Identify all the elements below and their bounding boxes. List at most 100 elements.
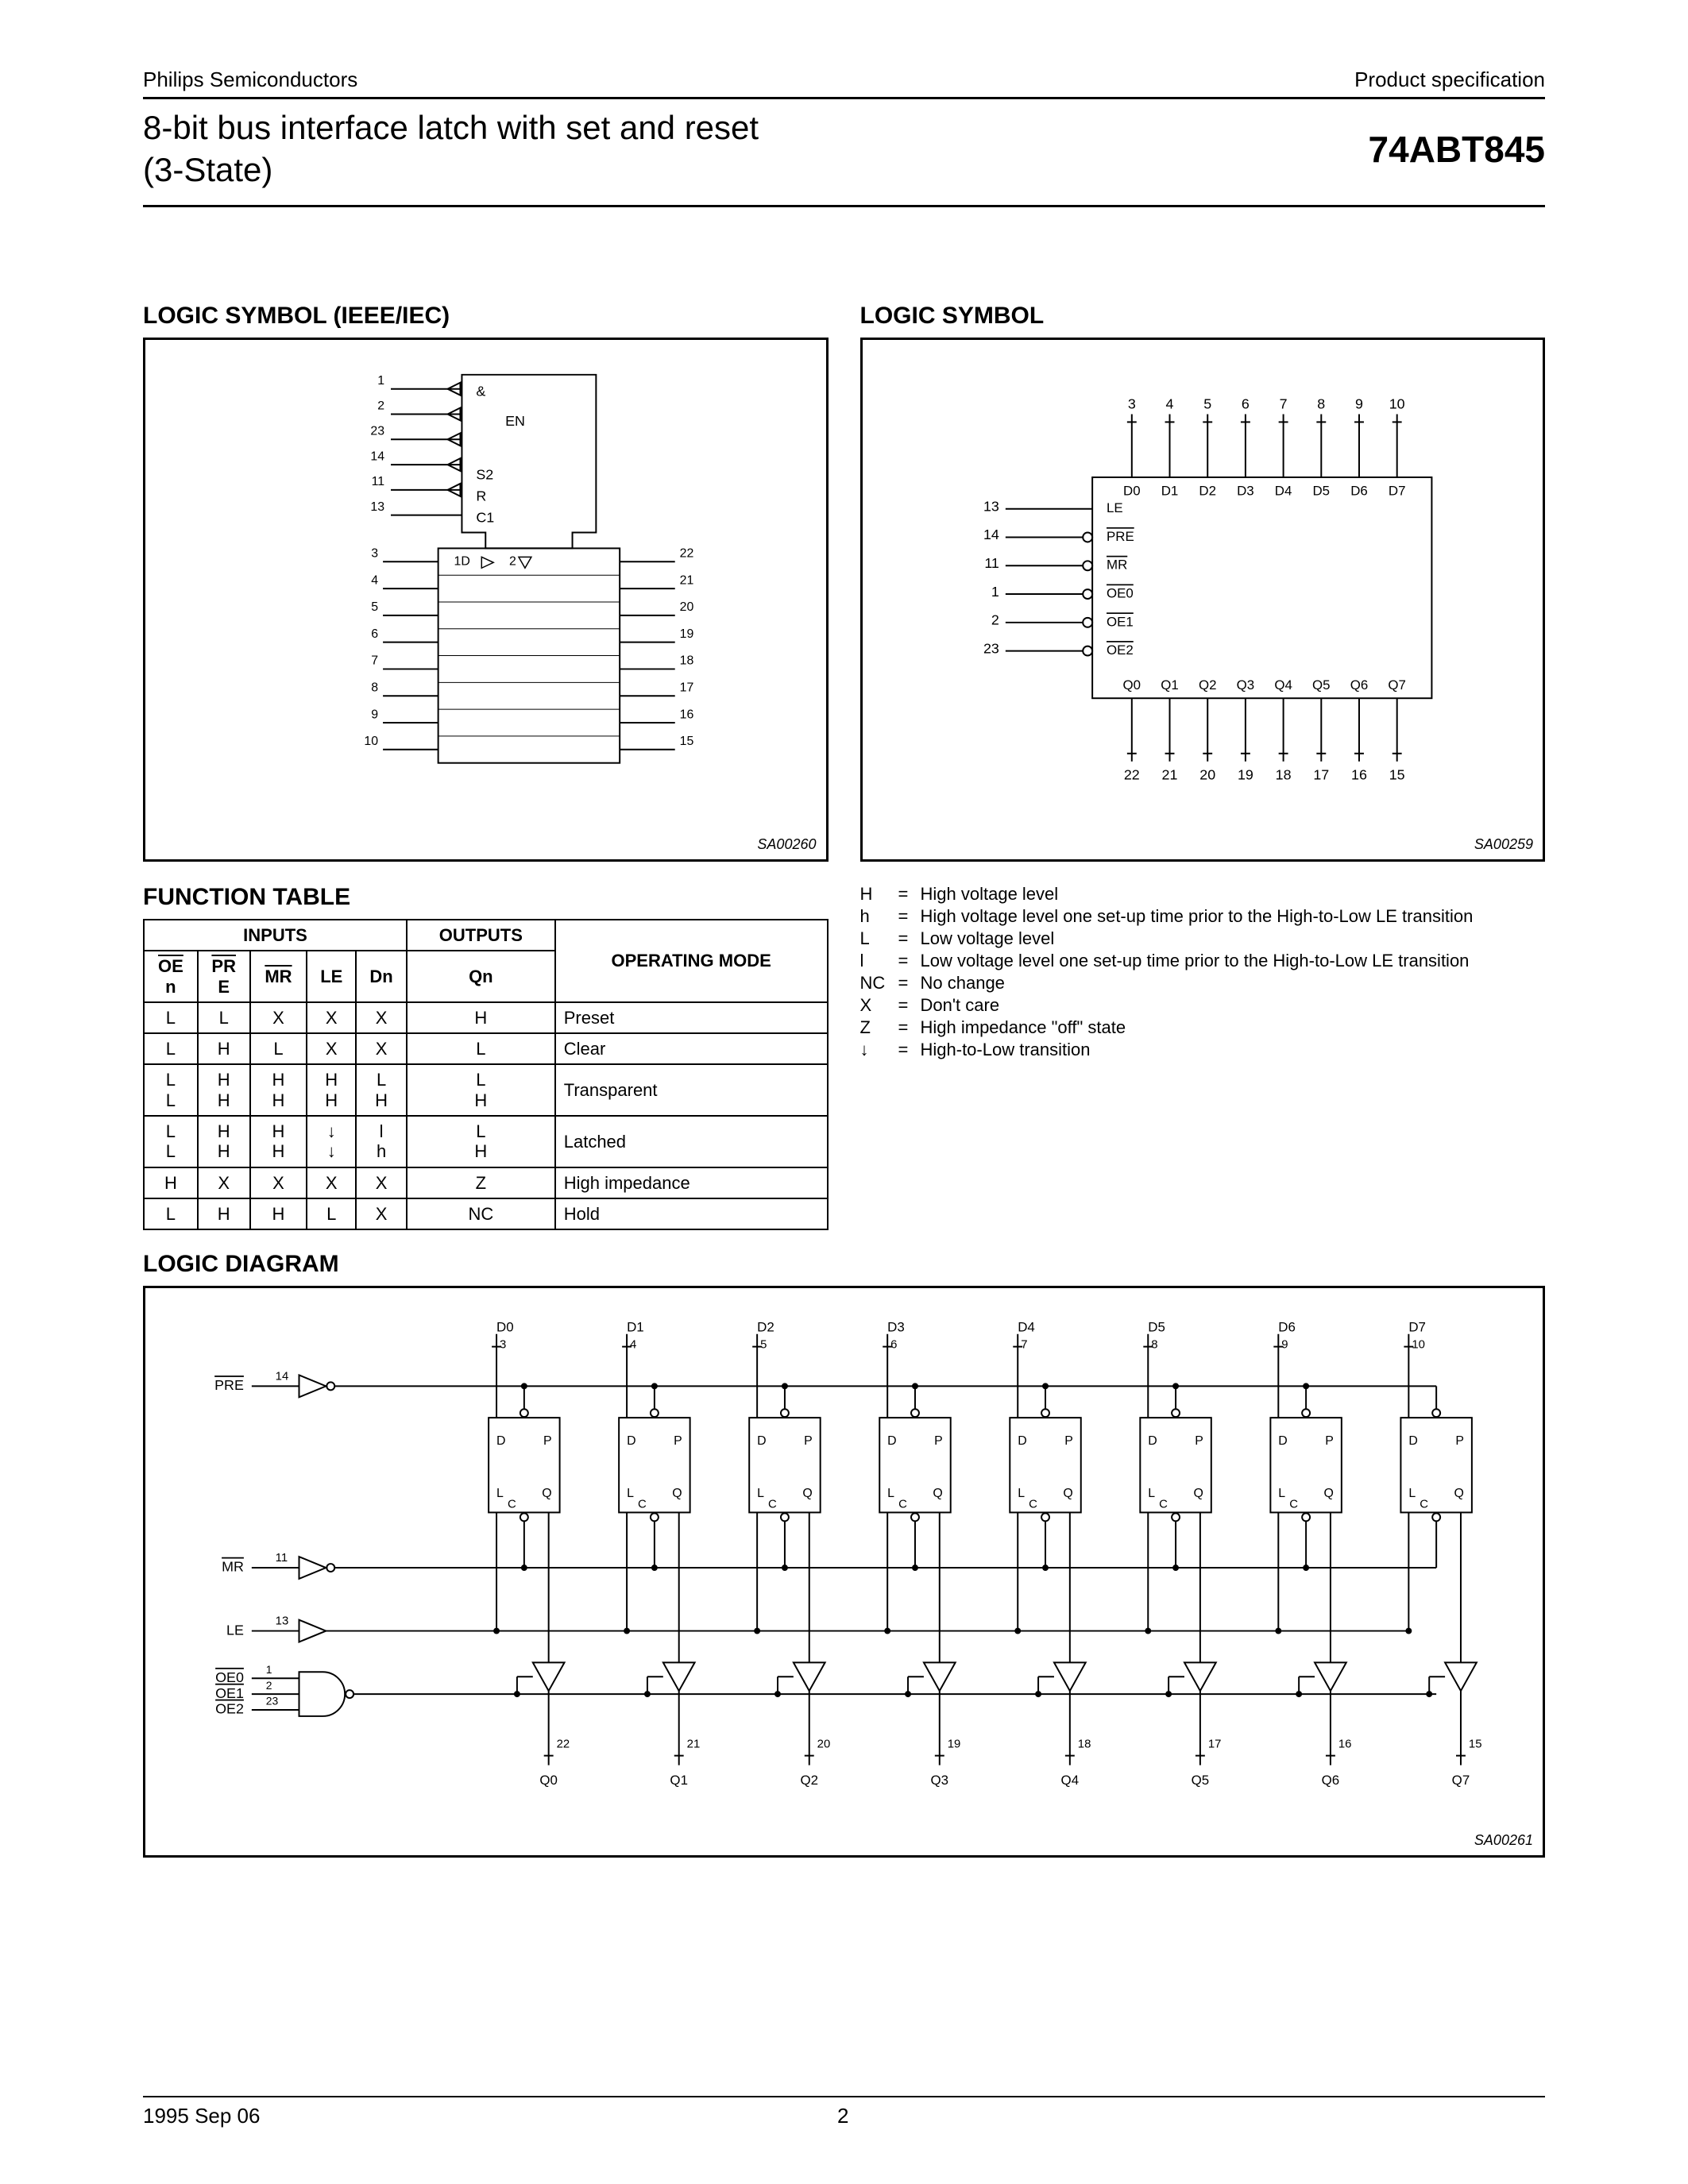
footer-date: 1995 Sep 06	[143, 2104, 260, 2128]
svg-text:2: 2	[991, 612, 999, 628]
svg-text:7: 7	[371, 654, 378, 668]
svg-text:21: 21	[687, 1738, 701, 1751]
svg-text:21: 21	[1161, 766, 1177, 782]
svg-text:D0: D0	[1123, 483, 1141, 498]
svg-text:13: 13	[983, 498, 999, 514]
svg-text:Q7: Q7	[1388, 677, 1406, 693]
svg-text:D2: D2	[757, 1320, 774, 1335]
svg-text:15: 15	[1469, 1738, 1482, 1751]
svg-text:P: P	[1195, 1434, 1203, 1448]
svg-text:Q: Q	[1454, 1487, 1464, 1500]
ieee-ref: SA00260	[757, 836, 816, 853]
svg-text:Q: Q	[1063, 1487, 1072, 1500]
svg-text:9: 9	[1281, 1339, 1288, 1352]
svg-text:Q: Q	[933, 1487, 942, 1500]
doc-type: Product specification	[1354, 68, 1545, 92]
svg-text:Q0: Q0	[539, 1773, 558, 1788]
svg-text:3: 3	[1127, 396, 1135, 411]
svg-text:D: D	[1148, 1434, 1157, 1448]
svg-text:OE1: OE1	[1107, 614, 1134, 629]
svg-text:OE2: OE2	[1107, 642, 1134, 658]
svg-text:17: 17	[1313, 766, 1329, 782]
svg-text:7: 7	[1279, 396, 1287, 411]
svg-text:18: 18	[680, 654, 694, 668]
svg-text:Q5: Q5	[1192, 1773, 1210, 1788]
svg-text:13: 13	[276, 1615, 289, 1628]
svg-text:14: 14	[370, 450, 384, 463]
svg-text:19: 19	[948, 1738, 961, 1751]
svg-text:7: 7	[1021, 1339, 1027, 1352]
svg-text:1: 1	[377, 374, 384, 388]
svg-text:P: P	[1064, 1434, 1073, 1448]
svg-text:Q3: Q3	[931, 1773, 949, 1788]
svg-text:D7: D7	[1388, 483, 1405, 498]
svg-text:3: 3	[371, 547, 378, 561]
svg-text:Q4: Q4	[1061, 1773, 1080, 1788]
logic-diagram-title: LOGIC DIAGRAM	[143, 1251, 1545, 1278]
svg-text:11: 11	[984, 555, 999, 571]
svg-text:20: 20	[680, 600, 694, 614]
svg-text:C: C	[1289, 1499, 1298, 1511]
svg-text:9: 9	[1355, 396, 1363, 411]
svg-text:S2: S2	[476, 467, 493, 483]
svg-text:Q6: Q6	[1350, 677, 1368, 693]
svg-text:D4: D4	[1018, 1320, 1035, 1335]
svg-text:Q2: Q2	[800, 1773, 818, 1788]
svg-text:D2: D2	[1199, 483, 1216, 498]
svg-text:D: D	[757, 1434, 766, 1448]
svg-text:L: L	[496, 1487, 504, 1500]
svg-text:D: D	[887, 1434, 896, 1448]
ieee-section-title: LOGIC SYMBOL (IEEE/IEC)	[143, 303, 829, 330]
svg-text:L: L	[1278, 1487, 1285, 1500]
svg-text:2: 2	[377, 399, 384, 413]
svg-text:Q3: Q3	[1236, 677, 1254, 693]
svg-text:D5: D5	[1148, 1320, 1165, 1335]
svg-text:18: 18	[1275, 766, 1291, 782]
svg-text:22: 22	[680, 547, 694, 561]
svg-text:20: 20	[817, 1738, 831, 1751]
svg-text:13: 13	[370, 500, 384, 514]
svg-text:8: 8	[371, 681, 378, 694]
svg-text:17: 17	[1208, 1738, 1222, 1751]
legend: H=High voltage levelh=High voltage level…	[860, 884, 1546, 1060]
svg-text:8: 8	[1317, 396, 1325, 411]
svg-text:P: P	[543, 1434, 552, 1448]
svg-text:D: D	[496, 1434, 505, 1448]
svg-text:Q: Q	[672, 1487, 682, 1500]
svg-text:C: C	[638, 1499, 647, 1511]
ieee-symbol-svg: &ENS2RC112231411131D23224215206197188179…	[156, 351, 815, 848]
svg-text:19: 19	[680, 627, 694, 641]
logic-symbol-svg: 3D04D15D26D37D48D59D610D713LE14PRE11MR1O…	[874, 351, 1532, 848]
function-table: INPUTSOUTPUTSOPERATING MODEOEnPREMRLEDnQ…	[143, 919, 829, 1230]
svg-text:Q: Q	[1193, 1487, 1203, 1500]
svg-text:D7: D7	[1408, 1320, 1426, 1335]
svg-text:D5: D5	[1312, 483, 1330, 498]
svg-text:2: 2	[509, 555, 516, 569]
svg-text:PRE: PRE	[214, 1377, 244, 1393]
svg-text:19: 19	[1237, 766, 1253, 782]
svg-text:Q7: Q7	[1452, 1773, 1470, 1788]
svg-text:18: 18	[1078, 1738, 1091, 1751]
svg-text:14: 14	[276, 1371, 289, 1383]
product-title: 8-bit bus interface latch with set and r…	[143, 107, 759, 191]
svg-text:1: 1	[991, 584, 999, 600]
legend-row: h=High voltage level one set-up time pri…	[860, 906, 1546, 927]
ieee-symbol-panel: &ENS2RC112231411131D23224215206197188179…	[143, 338, 829, 862]
svg-text:5: 5	[760, 1339, 767, 1352]
svg-text:D6: D6	[1278, 1320, 1296, 1335]
svg-text:C1: C1	[476, 509, 494, 525]
legend-row: NC=No change	[860, 973, 1546, 994]
svg-text:C: C	[1420, 1499, 1428, 1511]
left-column: LOGIC SYMBOL (IEEE/IEC) &ENS2RC112231411…	[143, 303, 829, 1230]
svg-text:L: L	[1148, 1487, 1155, 1500]
svg-text:Q0: Q0	[1122, 677, 1141, 693]
svg-text:P: P	[1455, 1434, 1464, 1448]
svg-text:C: C	[1029, 1499, 1037, 1511]
svg-text:L: L	[887, 1487, 894, 1500]
svg-text:D: D	[1408, 1434, 1417, 1448]
svg-text:&: &	[476, 383, 485, 399]
svg-text:Q5: Q5	[1312, 677, 1331, 693]
company-name: Philips Semiconductors	[143, 68, 357, 92]
svg-text:OE2: OE2	[215, 1701, 244, 1717]
svg-text:14: 14	[983, 527, 999, 542]
